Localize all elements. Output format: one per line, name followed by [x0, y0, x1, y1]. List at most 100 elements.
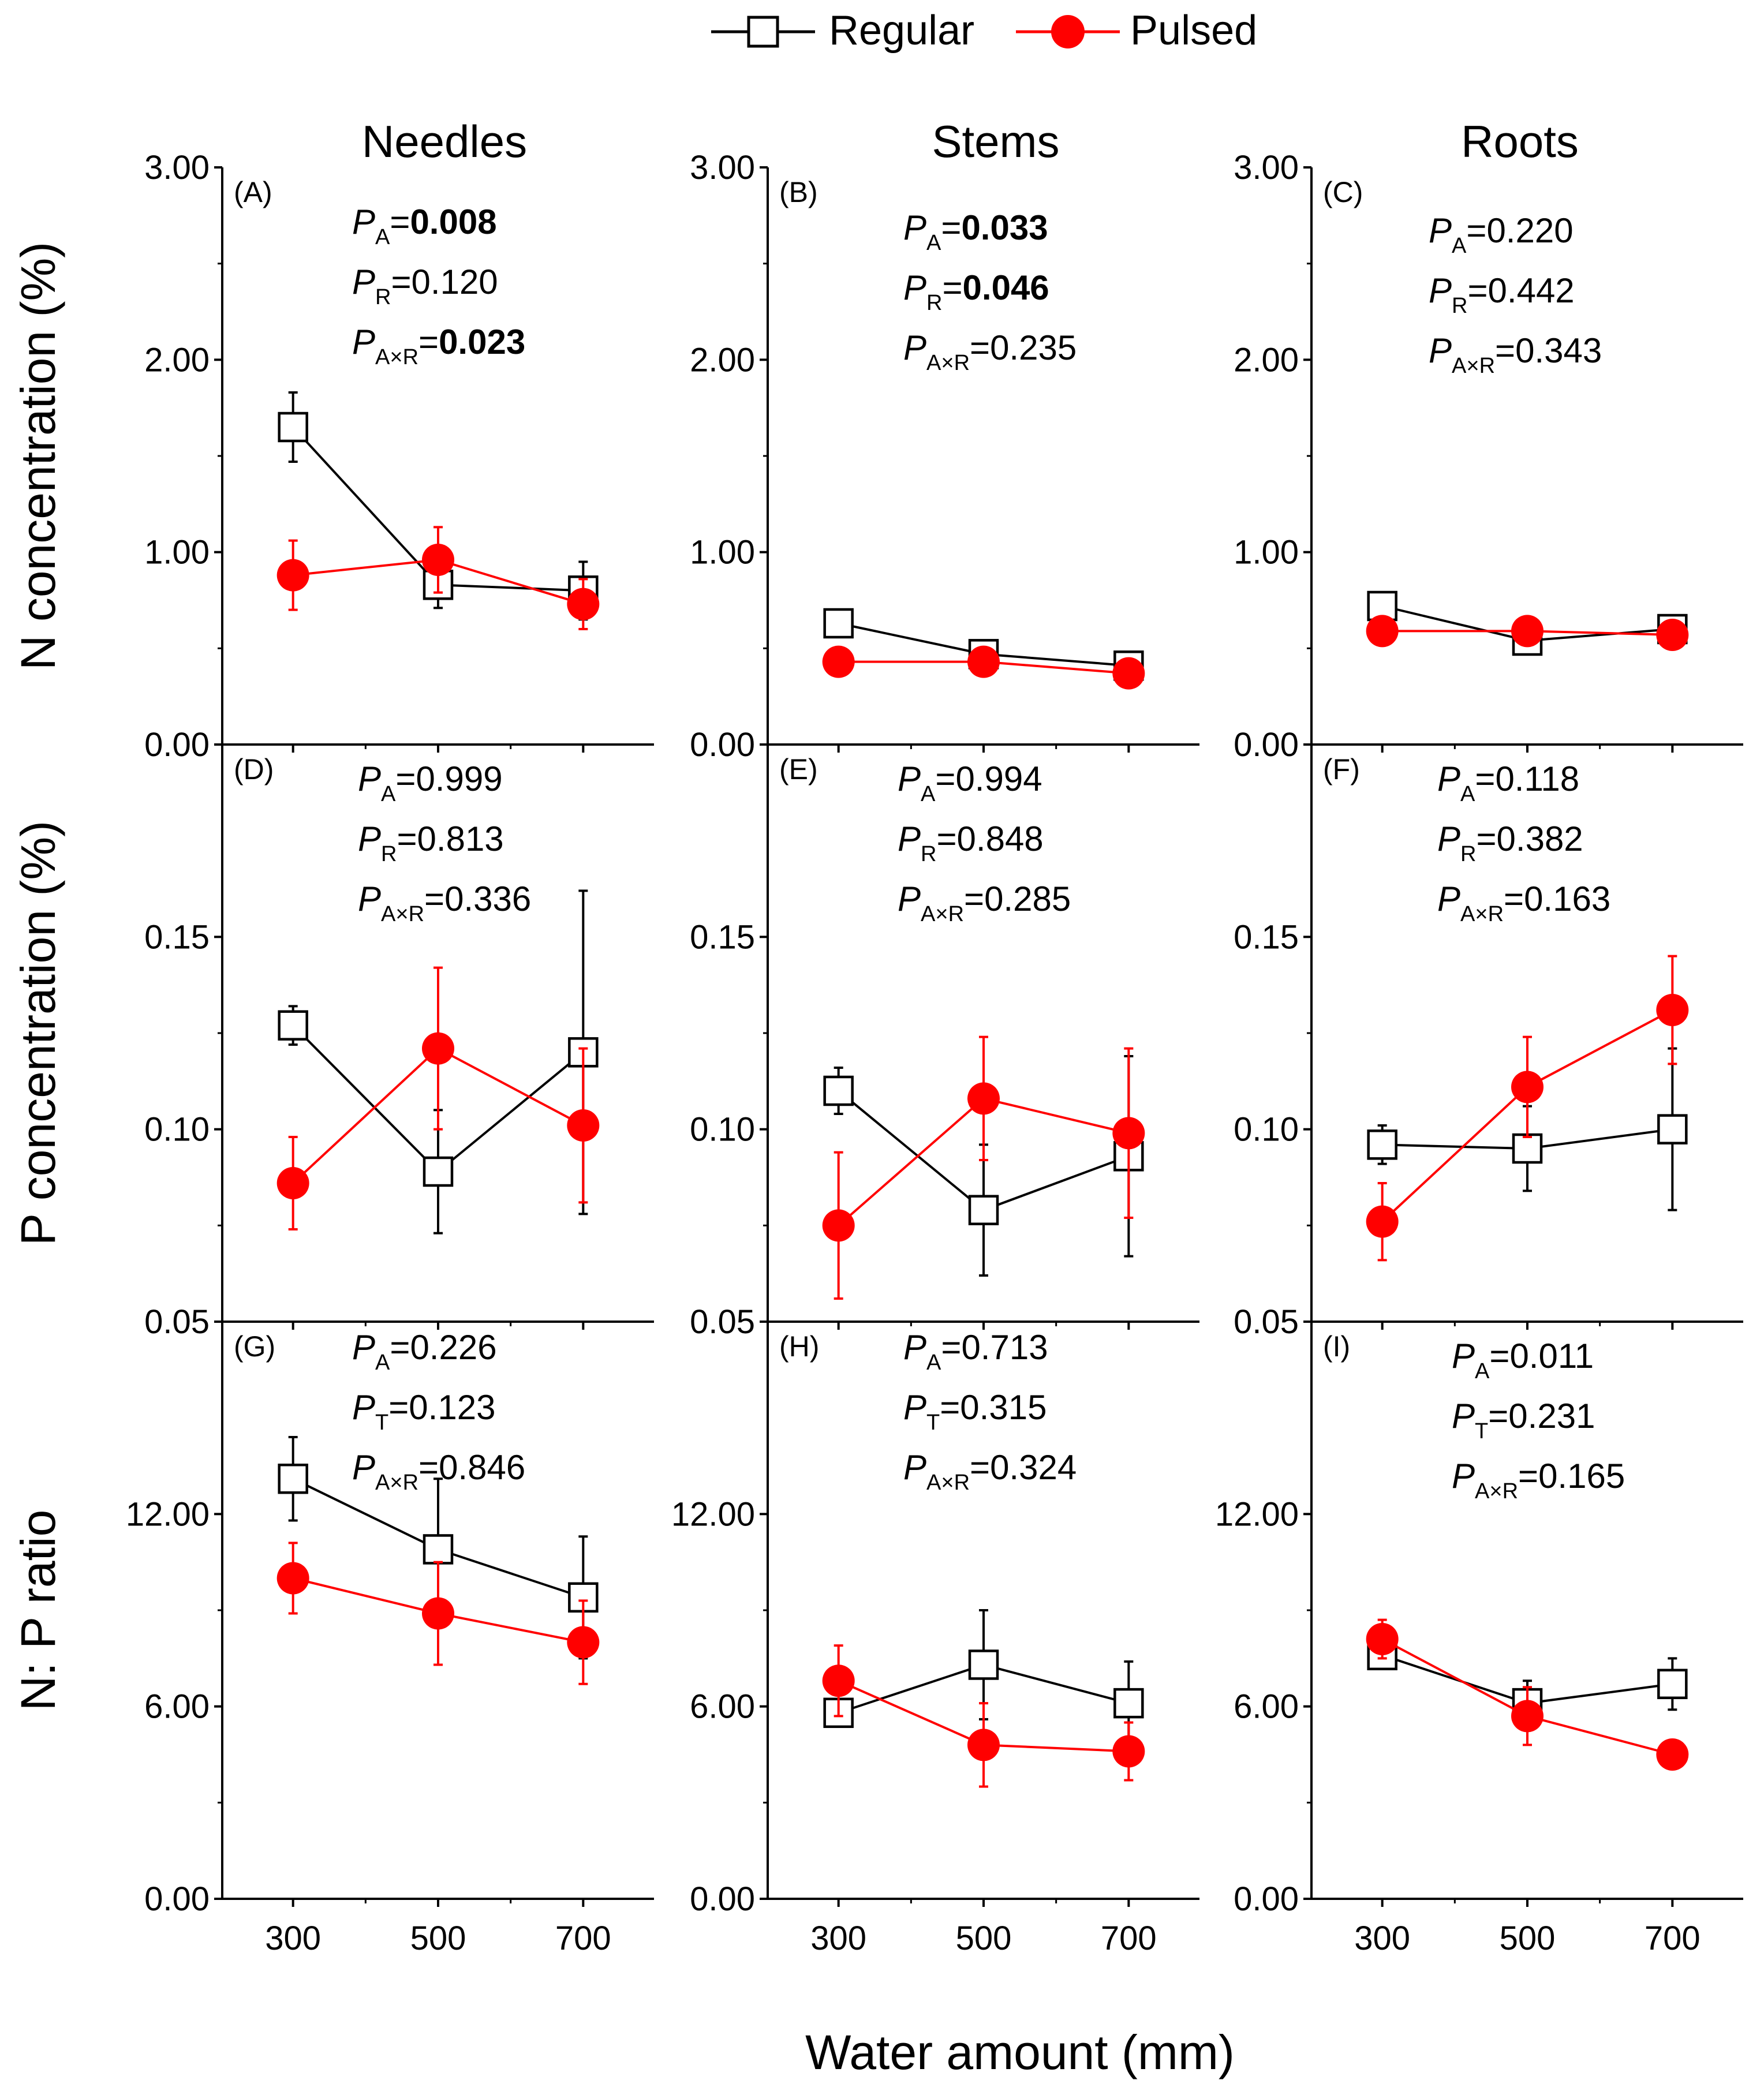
y-tick-label: 12.00: [126, 1495, 210, 1533]
data-point-pulsed: [1656, 1738, 1689, 1771]
series-pulsed: [1366, 1618, 1689, 1771]
panel-c: 0.00 1.00 2.00 3.00 (C) PA=0.220 PR=0.442 PA×R=…: [1234, 149, 1743, 764]
y-tick-label: 12.00: [671, 1495, 755, 1533]
column-title-stems: Stems: [932, 116, 1059, 167]
legend-pulsed-marker: [1051, 15, 1085, 48]
stat-line: PR=0.848: [898, 820, 1044, 866]
y-tick-label: 3.00: [1234, 149, 1299, 186]
panel-g: 0.00 6.00 12.00 300 500 700 (G) PA=0.226 PT=0.12…: [126, 1322, 654, 1957]
data-point-regular: [1113, 1688, 1144, 1719]
data-point-pulsed: [1112, 1117, 1145, 1150]
y-tick-label: 3.00: [144, 149, 210, 186]
stat-line: PR=0.813: [358, 820, 504, 866]
data-point-pulsed: [1366, 1623, 1399, 1655]
data-point-pulsed: [1656, 994, 1689, 1026]
stat-line: PR=0.382: [1437, 820, 1583, 866]
stat-line: PT=0.123: [352, 1388, 495, 1435]
y-tick-label: 0.00: [1234, 726, 1299, 764]
data-point-pulsed: [276, 1167, 309, 1199]
data-point-pulsed: [1511, 1700, 1544, 1733]
stat-line: PA=0.999: [358, 760, 503, 806]
panel-label: (H): [779, 1330, 819, 1363]
data-point-pulsed: [1112, 657, 1145, 690]
panel-b: 0.00 1.00 2.00 3.00 (B) PA=0.033 PR=0.046 PA×R=…: [690, 149, 1199, 764]
x-tick-label: 500: [956, 1920, 1012, 1957]
data-point-regular: [823, 1075, 854, 1106]
data-point-regular: [423, 1156, 454, 1187]
stat-line: PA=0.994: [898, 760, 1042, 806]
legend-item-pulsed: Pulsed: [1016, 8, 1257, 54]
y-tick-label: 3.00: [690, 149, 755, 186]
data-point-pulsed: [1112, 1735, 1145, 1768]
panel-label: (C): [1323, 176, 1363, 208]
column-title-roots: Roots: [1461, 116, 1579, 167]
series-pulsed: [276, 526, 600, 630]
stat-line: PT=0.315: [903, 1388, 1047, 1435]
legend-regular-marker: [747, 16, 779, 48]
column-title-needles: Needles: [362, 116, 527, 167]
data-point-pulsed: [1656, 619, 1689, 651]
data-point-pulsed: [422, 544, 454, 576]
y-tick-label: 0.10: [690, 1111, 755, 1149]
data-point-pulsed: [967, 1082, 1000, 1115]
panel-d: 0.05 0.10 0.15 (D) PA=0.999 PR=0.813 PA×R=0.33…: [144, 745, 654, 1341]
panel-e: 0.05 0.10 0.15 (E) PA=0.994 PR=0.848 PA×R=0.28…: [690, 745, 1199, 1341]
y-tick-label: 0.05: [144, 1303, 210, 1341]
y-tick-label: 6.00: [690, 1688, 755, 1726]
panel-a: 0.00 1.00 2.00 3.00 (A) PA=0.008 PR=0.120 PA×R=…: [144, 149, 654, 764]
data-point-pulsed: [422, 1597, 454, 1630]
data-point-pulsed: [967, 645, 1000, 678]
stat-line: PA×R=0.324: [903, 1448, 1077, 1495]
panel-label: (A): [234, 176, 272, 208]
y-tick-label: 6.00: [1234, 1688, 1299, 1726]
data-point-regular: [1657, 1114, 1688, 1144]
panel-f: 0.05 0.10 0.15 (F) PA=0.118 PR=0.382 PA×R=0.16…: [1234, 745, 1743, 1341]
data-point-pulsed: [276, 1562, 309, 1595]
x-tick-label: 300: [265, 1920, 321, 1957]
legend-regular-label: Regular: [829, 8, 974, 54]
y-tick-label: 0.15: [144, 918, 210, 956]
series-pulsed: [276, 966, 600, 1230]
y-tick-label: 0.00: [144, 1880, 210, 1918]
data-point-pulsed: [1366, 615, 1399, 648]
data-point-regular: [423, 1534, 454, 1565]
panel-label: (D): [234, 753, 274, 785]
data-point-regular: [968, 1649, 999, 1680]
data-point-regular: [1367, 1129, 1397, 1160]
stat-line: PA=0.118: [1437, 760, 1579, 806]
panel-label: (E): [779, 753, 818, 785]
data-point-pulsed: [567, 1626, 600, 1659]
y-tick-label: 2.00: [1234, 341, 1299, 379]
y-tick-label: 0.05: [1234, 1303, 1299, 1341]
data-point-regular: [278, 1463, 308, 1494]
x-tick-label: 500: [410, 1920, 466, 1957]
row-label-np-ratio: N: P ratio: [11, 1510, 65, 1711]
panel-i: 0.00 6.00 12.00 300 500 700 (I) PA=0.011 PT=0.23…: [1215, 1322, 1743, 1957]
data-point-pulsed: [422, 1032, 454, 1065]
y-tick-label: 2.00: [144, 341, 210, 379]
data-point-regular: [968, 1195, 999, 1225]
data-point-pulsed: [567, 588, 600, 620]
y-tick-label: 2.00: [690, 341, 755, 379]
series-pulsed: [822, 645, 1145, 690]
data-point-regular: [1512, 1133, 1543, 1164]
series-regular: [823, 1055, 1144, 1277]
x-tick-label: 700: [1645, 1920, 1701, 1957]
series-pulsed: [822, 1035, 1145, 1300]
y-tick-label: 0.15: [1234, 918, 1299, 956]
stat-line: PA×R=0.336: [358, 880, 531, 926]
stat-line: PR=0.442: [1429, 271, 1575, 318]
x-tick-label: 500: [1500, 1920, 1556, 1957]
series-regular: [823, 1609, 1144, 1746]
panel-label: (B): [779, 176, 818, 208]
y-tick-label: 0.00: [1234, 1880, 1299, 1918]
data-point-pulsed: [1366, 1205, 1399, 1238]
panel-label: (G): [234, 1330, 275, 1363]
x-tick-label: 300: [810, 1920, 866, 1957]
y-tick-label: 1.00: [144, 534, 210, 571]
data-point-pulsed: [967, 1729, 1000, 1761]
stat-line: PA×R=0.235: [903, 328, 1077, 375]
x-tick-label: 300: [1354, 1920, 1410, 1957]
series-pulsed: [1366, 955, 1689, 1262]
